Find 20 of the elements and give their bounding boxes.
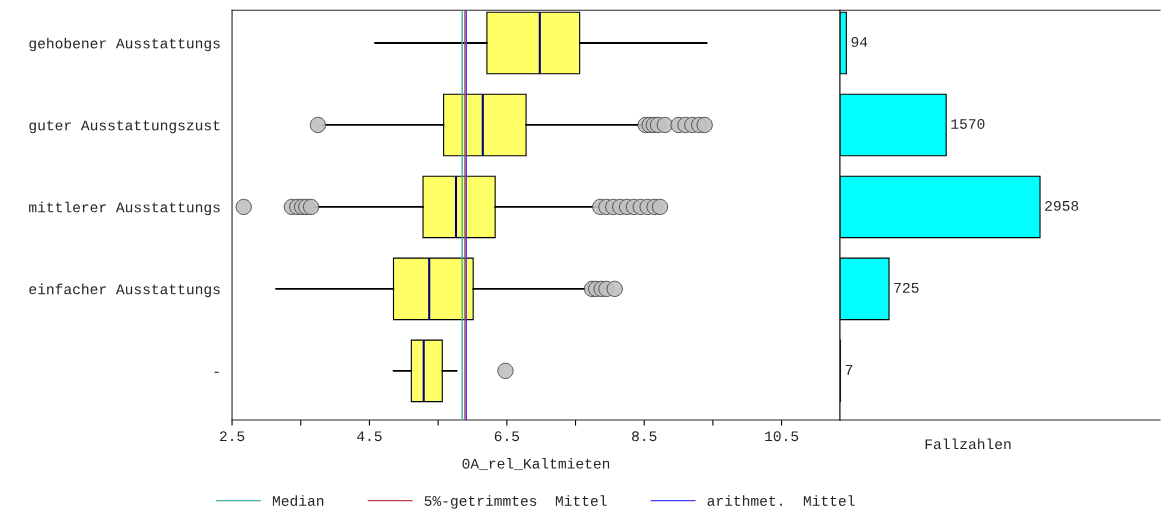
x-axis-title: 0A_rel_Kaltmieten [462,457,610,471]
x-tick-label: 2.5 [219,431,245,442]
data-label: 725 [894,282,919,293]
legend-label: arithmet. Mittel [707,495,855,506]
y-tick-label: mittlerer Ausstattungs [29,201,220,216]
y-tick-label: einfacher Ausstattungs [29,283,220,298]
x-tick-label: 10.5 [765,431,799,442]
legend-label: Median [272,495,324,506]
data-label: 2958 [1045,200,1079,211]
y-tick-label: gehobener Ausstattungs [29,37,220,52]
y-tick-label: guter Ausstattungszust [29,120,220,134]
x-tick-label: 4.5 [357,431,382,442]
data-label: 7 [845,365,853,375]
data-label: 1570 [951,118,985,129]
y-tick-label: - [214,371,219,373]
x-tick-label: 6.5 [494,431,520,442]
legend-label: 5%-getrimmtes Mittel [424,495,607,509]
data-label: 94 [851,37,868,47]
x-axis-title: Fallzahlen [925,438,1011,450]
x-tick-label: 8.5 [632,431,657,442]
